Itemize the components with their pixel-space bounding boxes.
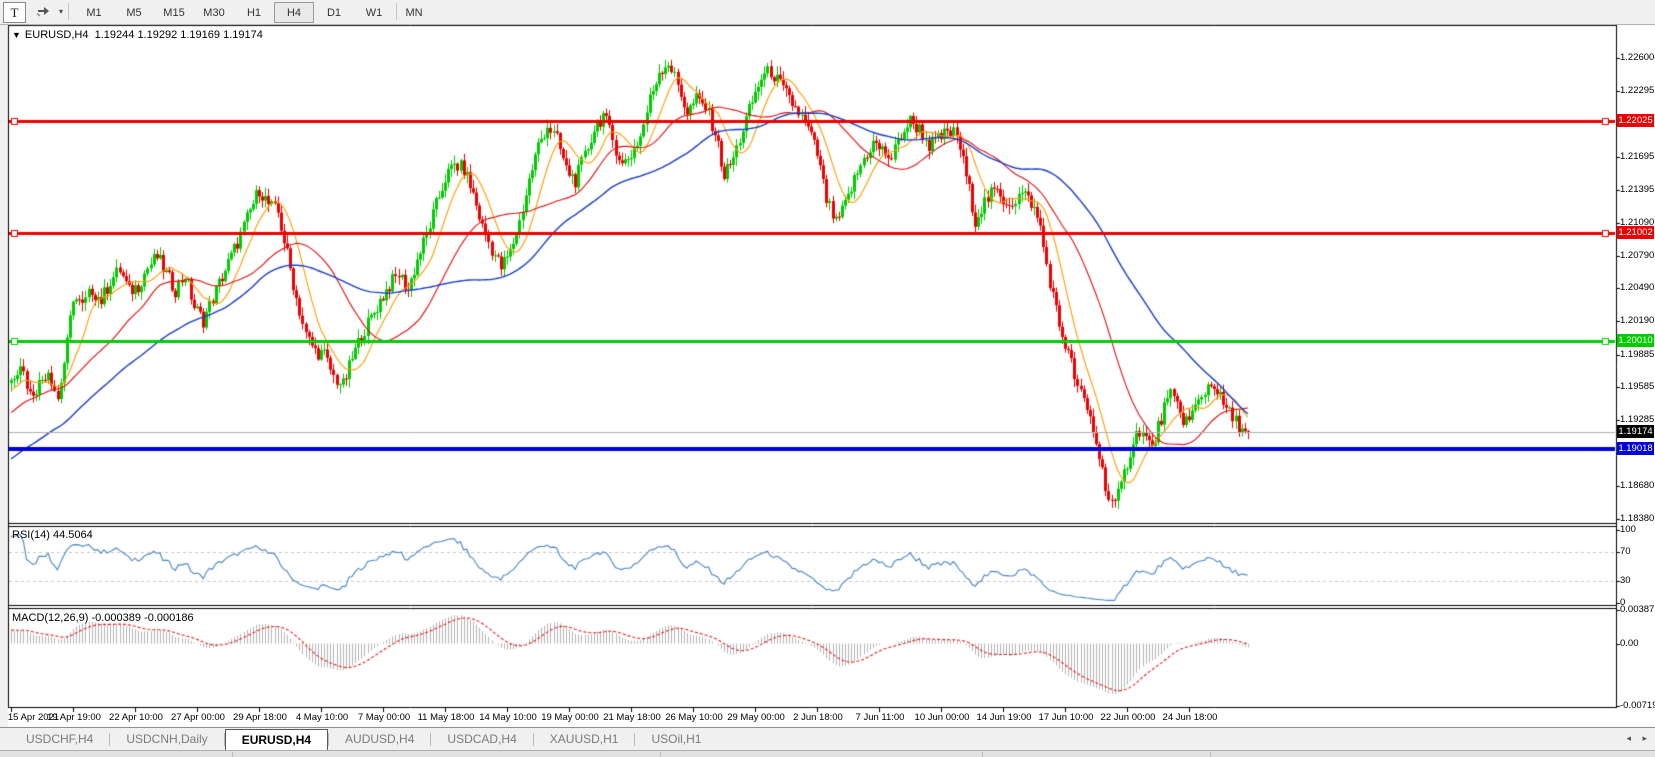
rsi-axis-label: 100 [1620,524,1636,535]
status-divider [982,752,983,757]
level-price-tag: 1.20010 [1617,334,1654,347]
macd-axis-label: 0.003873 [1620,604,1655,615]
chart-tab-eurusd[interactable]: EURUSD,H4 [224,729,329,750]
price-axis-label: 1.20490 [1620,282,1655,293]
macd-indicator-label: MACD(12,26,9) -0.000389 -0.000186 [12,612,194,624]
tab-divider [430,732,432,746]
date-axis-label: 7 Jun 11:00 [855,712,905,723]
date-axis-label: 22 Jun 00:00 [1100,712,1156,723]
macd-axis-label: -0.007195 [1620,700,1655,711]
text-tool-button[interactable]: T [3,2,26,23]
timeframe-button-group: M1 M5 M15 M30 H1 H4 D1 W1 MN [74,2,434,23]
date-axis-label: 7 May 00:00 [357,712,411,723]
tab-scroll-left-icon[interactable]: ◂ [1626,733,1631,743]
price-axis-label: 1.22600 [1620,52,1655,63]
current-price-tag: 1.19174 [1617,425,1654,438]
chart-title: ▼ EURUSD,H4 1.19244 1.19292 1.19169 1.191… [12,29,263,41]
timeframe-button-m5[interactable]: M5 [126,6,142,19]
date-axis-label: 22 Apr 10:00 [109,712,163,723]
date-axis-label: 27 Apr 00:00 [171,712,225,723]
chart-tab-usdchf[interactable]: USDCHF,H4 [26,732,94,746]
date-axis-label: 29 May 00:00 [727,712,785,723]
rsi-axis-label: 30 [1620,575,1631,586]
chart-tab-xauusd[interactable]: XAUUSD,H1 [549,732,619,746]
date-axis-label: 10 Jun 00:00 [914,712,970,723]
price-axis-label: 1.22295 [1620,85,1655,96]
tab-divider [532,732,534,746]
macd-axis-label: 0.00 [1620,638,1639,649]
price-axis-label: 1.21695 [1620,151,1655,162]
double-arrow-icon[interactable] [34,2,54,21]
tab-divider [109,732,111,746]
tab-divider [328,732,330,746]
timeframe-button-d1[interactable]: D1 [326,6,342,19]
date-axis-label: 14 Jun 19:00 [976,712,1032,723]
date-axis-label: 15 Apr 2021 [7,712,60,723]
chart-dropdown-icon[interactable]: ▼ [12,30,21,40]
price-axis-label: 1.20190 [1620,315,1655,326]
toolbar-separator [68,3,69,20]
tab-scroll-right-icon[interactable]: ▸ [1642,733,1647,743]
chart-tab-audusd[interactable]: AUDUSD,H4 [345,732,415,746]
price-axis-label: 1.19885 [1620,349,1655,360]
chart-tab-usdcad[interactable]: USDCAD,H4 [447,732,517,746]
date-axis-label: 4 May 10:00 [295,712,349,723]
chart-tab-usdcnh[interactable]: USDCNH,Daily [126,732,208,746]
rsi-axis-label: 0 [1620,597,1626,608]
date-axis-label: 11 May 18:00 [417,712,475,723]
date-axis-label: 29 Apr 18:00 [233,712,287,723]
rsi-indicator-label: RSI(14) 44.5064 [12,529,93,541]
date-axis-label: 19 Apr 19:00 [47,712,101,723]
chart-tab-bar: ◂ ▸ USDCHF,H4 USDCNH,Daily EURUSD,H4 AUDUSD… [0,727,1655,750]
chart-symbol-label: EURUSD,H4 [24,29,89,41]
status-divider [1210,752,1211,757]
price-axis-label: 1.18680 [1620,480,1655,491]
price-axis-label: 1.21395 [1620,184,1655,195]
price-axis-label: 1.19285 [1620,414,1655,425]
dropdown-caret-icon[interactable]: ▾ [58,7,63,16]
date-axis-label: 24 Jun 18:00 [1162,712,1218,723]
top-toolbar: T ▾ M1 M5 M15 M30 H1 H4 D1 W1 MN [0,0,1655,25]
date-axis-label: 26 May 10:00 [665,712,723,723]
tab-divider [223,732,225,746]
status-divider [232,752,233,757]
level-price-tag: 1.19018 [1617,442,1654,455]
status-divider [660,752,661,757]
status-bar [0,750,1655,757]
date-axis-label: 21 May 18:00 [603,712,661,723]
date-axis-label: 17 Jun 10:00 [1038,712,1094,723]
date-axis-label: 19 May 00:00 [541,712,599,723]
tab-divider [634,732,636,746]
chart-ohlc-values: 1.19244 1.19292 1.19169 1.19174 [94,29,263,41]
timeframe-button-m15[interactable]: M15 [163,6,185,19]
date-axis-label: 14 May 10:00 [479,712,537,723]
rsi-axis-label: 70 [1620,546,1631,557]
price-axis-label: 1.18380 [1620,513,1655,524]
timeframe-button-mn[interactable]: MN [405,6,423,19]
toolbar-separator [396,3,397,20]
timeframe-button-w1[interactable]: W1 [365,6,383,19]
level-price-tag: 1.21002 [1617,226,1654,239]
timeframe-button-h1[interactable]: H1 [246,6,262,19]
timeframe-button-m1[interactable]: M1 [86,6,102,19]
timeframe-button-h4[interactable]: H4 [274,2,314,23]
price-axis-label: 1.20790 [1620,250,1655,261]
price-axis-label: 1.19585 [1620,381,1655,392]
price-axis-label: 1.21090 [1620,217,1655,228]
date-axis-label: 2 Jun 18:00 [793,712,843,723]
double-arrow-icon-svg [36,6,49,17]
timeframe-button-m30[interactable]: M30 [203,6,225,19]
chart-tab-usoil[interactable]: USOil,H1 [651,732,702,746]
level-price-tag: 1.22025 [1617,114,1654,127]
